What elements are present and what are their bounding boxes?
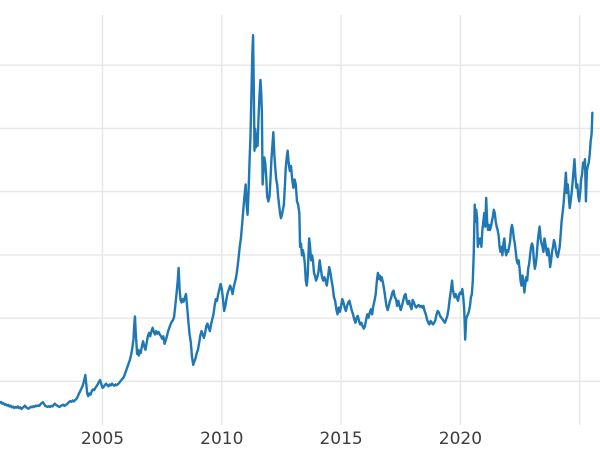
x-tick-label-2020: 2020 [439, 429, 482, 449]
x-tick-label-2005: 2005 [81, 429, 124, 449]
x-axis-tick-labels: 2005 2010 2015 2020 [81, 429, 482, 449]
vertical-gridlines-and-ticks [101, 15, 581, 425]
horizontal-gridlines [0, 64, 600, 382]
series-line [0, 34, 594, 411]
x-tick-label-2010: 2010 [200, 429, 243, 449]
x-tick-label-2015: 2015 [319, 429, 362, 449]
